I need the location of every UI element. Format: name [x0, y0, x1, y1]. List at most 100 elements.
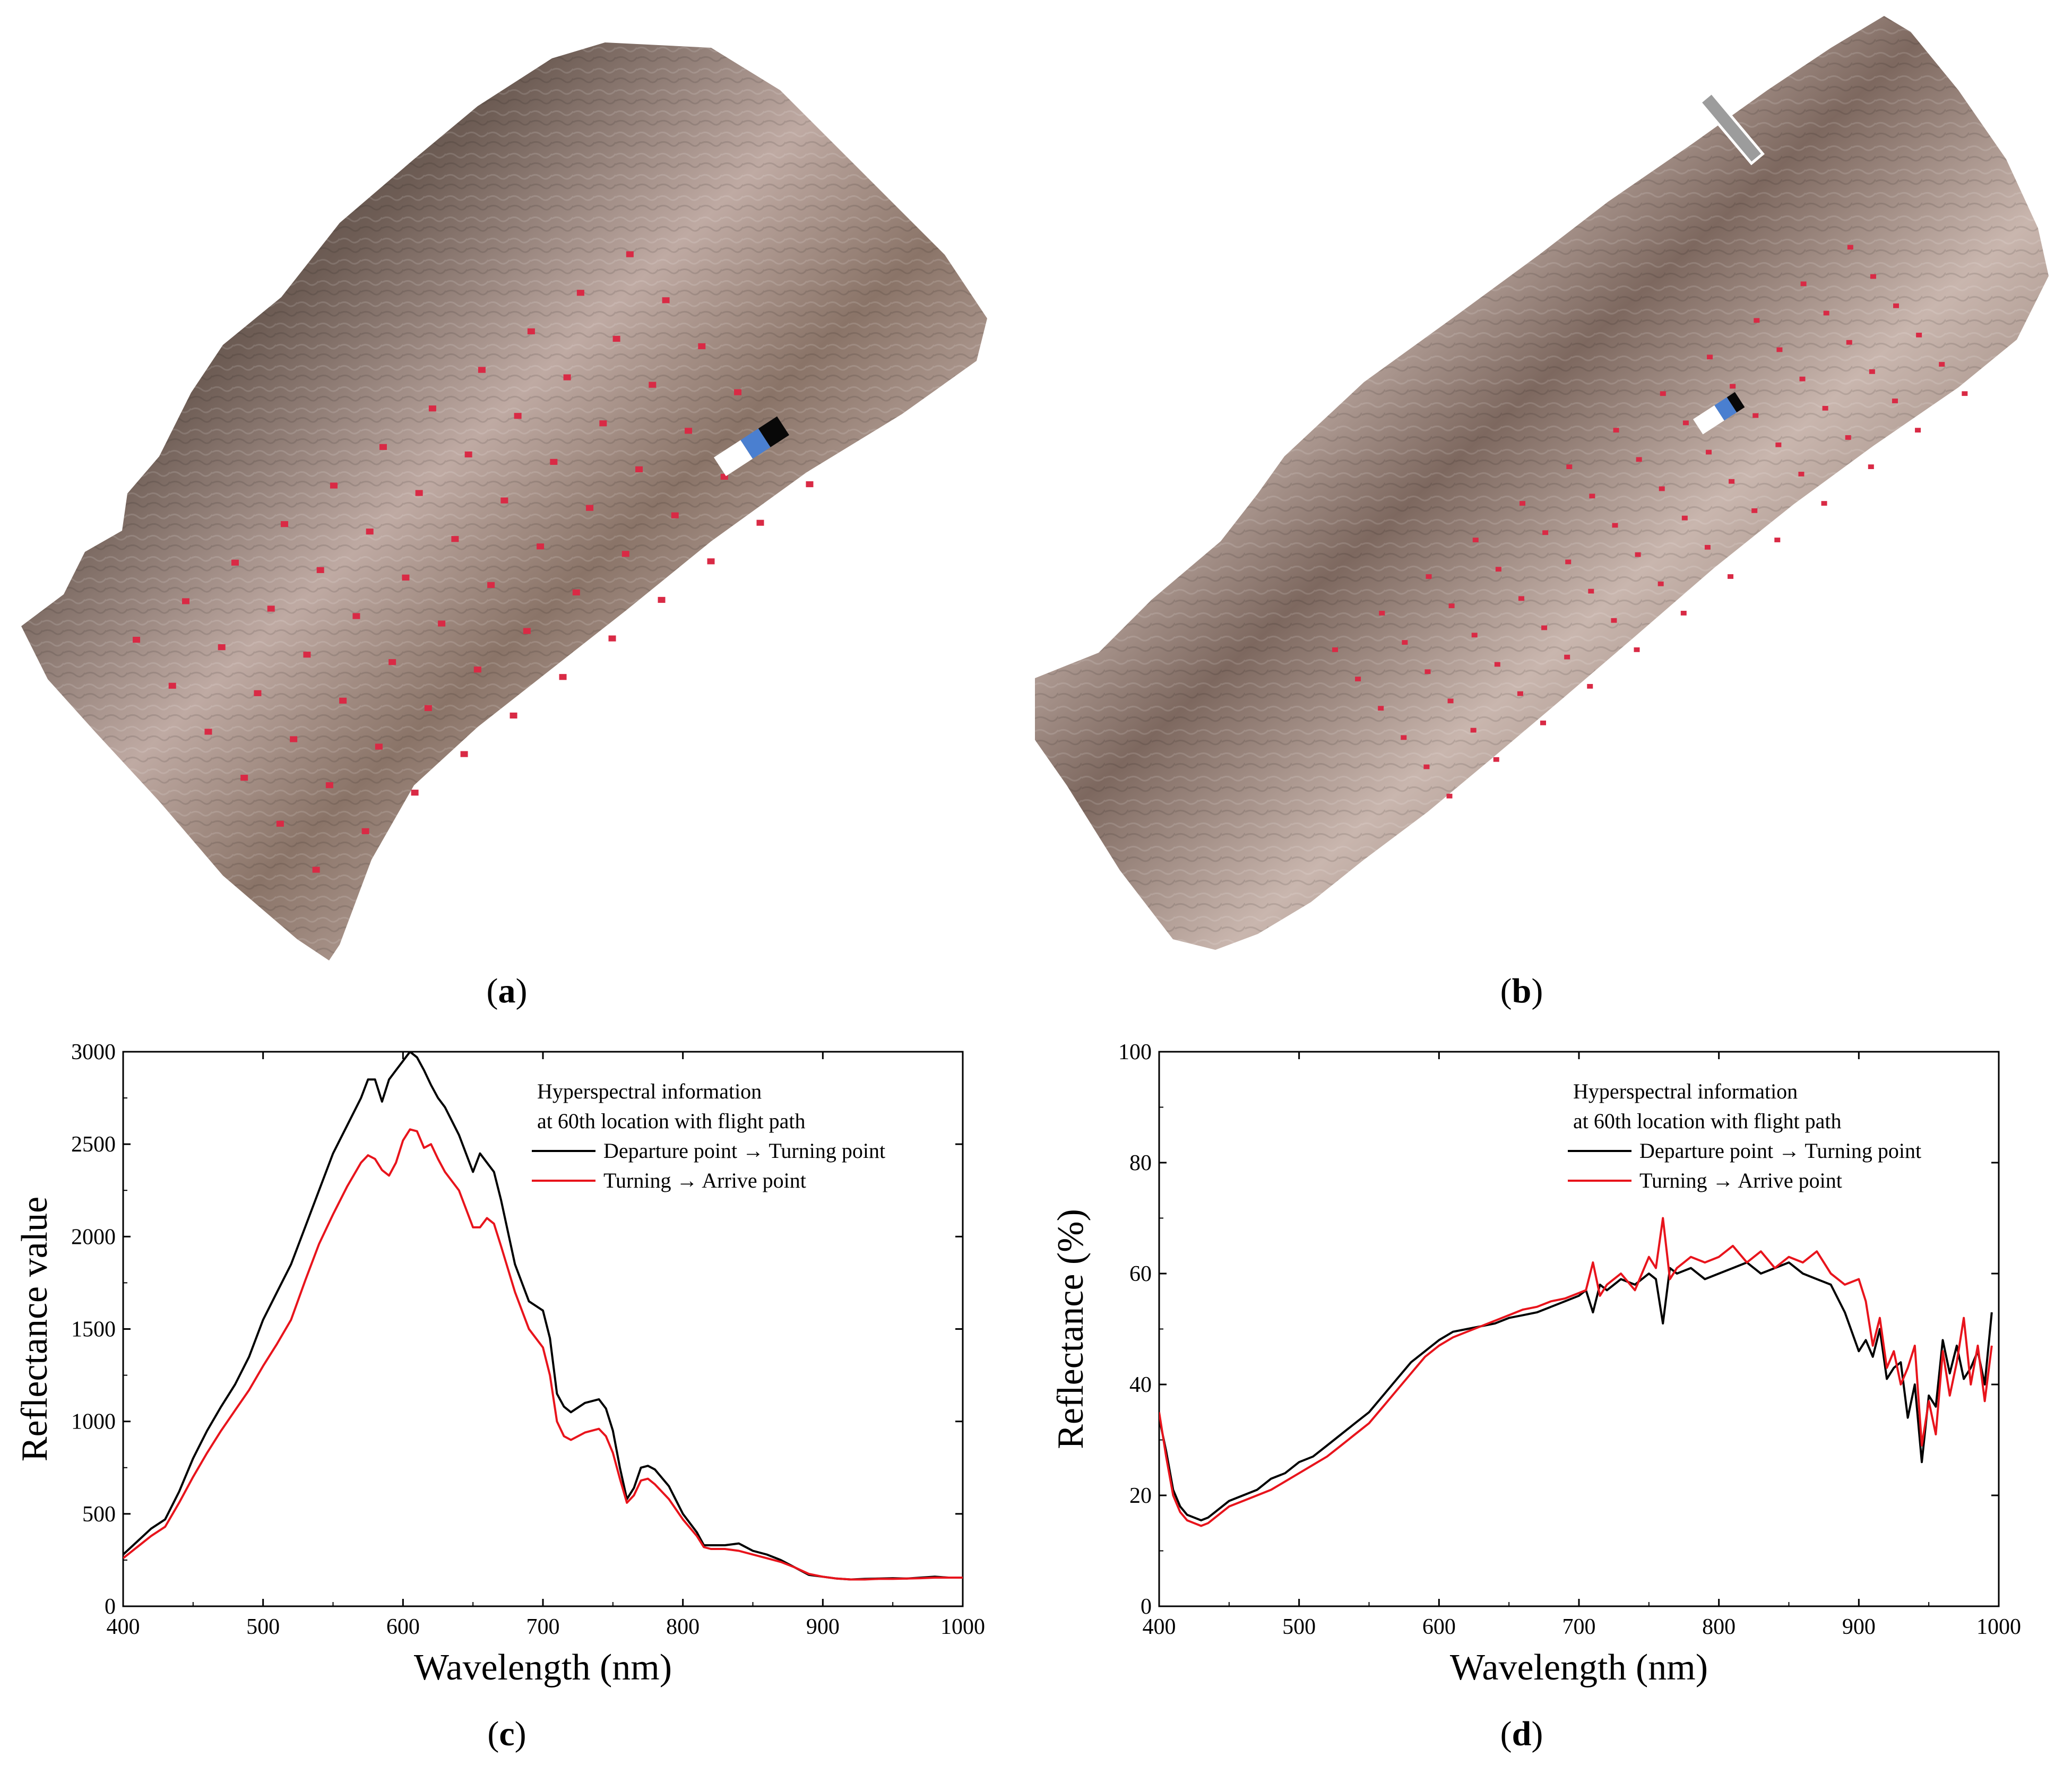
- plot-marker: [806, 481, 814, 488]
- plot-marker: [1868, 464, 1874, 470]
- plot-marker: [1682, 420, 1689, 426]
- plot-marker: [1471, 633, 1478, 638]
- plot-marker: [1707, 354, 1713, 360]
- plot-marker: [1822, 405, 1828, 411]
- plot-marker: [231, 559, 239, 566]
- plot-marker: [1446, 793, 1453, 799]
- plot-marker: [1821, 501, 1827, 506]
- plot-marker: [1893, 303, 1900, 308]
- plot-marker: [649, 382, 657, 388]
- chart-d: 400 500 600 700 800 900 1000 0 20 40 60 80 100 Wavele…: [1050, 1040, 2021, 1688]
- plot-marker: [1870, 274, 1876, 279]
- plot-marker: [1472, 538, 1479, 542]
- plot-marker: [1612, 523, 1618, 528]
- plot-marker: [1752, 413, 1759, 418]
- y-axis-label: Reflectance value: [14, 1197, 55, 1461]
- plot-marker: [1518, 596, 1524, 601]
- plot-marker: [698, 343, 706, 350]
- plot-marker: [438, 620, 446, 627]
- y-tick-label: 0: [1141, 1595, 1152, 1619]
- plot-marker: [1915, 428, 1921, 433]
- x-tick-label: 700: [526, 1615, 560, 1639]
- plot-marker: [316, 567, 324, 573]
- panel-d: 400 500 600 700 800 900 1000 0 20 40 60 80 100 Wavele…: [1036, 1019, 2072, 1763]
- plot-marker: [1565, 559, 1572, 565]
- plot-marker: [1589, 494, 1595, 499]
- plot-marker: [330, 482, 338, 489]
- series-line: [1159, 1217, 1993, 1527]
- plot-marker: [312, 867, 320, 873]
- plot-marker: [1588, 588, 1594, 594]
- plot-marker: [1423, 764, 1430, 769]
- plot-marker: [1494, 662, 1500, 667]
- x-axis-label: Wavelength (nm): [1450, 1647, 1708, 1688]
- legend-entry: Departure point → Turning point: [1639, 1139, 1921, 1163]
- plot-marker: [1892, 399, 1898, 403]
- plot-marker: [756, 520, 764, 526]
- plot-marker: [1355, 677, 1361, 681]
- plot-marker: [1424, 669, 1431, 674]
- plot-marker: [366, 529, 374, 535]
- plot-marker: [1636, 457, 1642, 462]
- plot-marker: [415, 490, 423, 496]
- plot-marker: [523, 628, 531, 634]
- plot-marker: [1542, 530, 1549, 535]
- plot-marker: [635, 466, 643, 473]
- plot-marker: [1495, 567, 1501, 572]
- legend-header: Hyperspectral information: [1573, 1079, 1798, 1103]
- plot-marker: [1447, 698, 1454, 704]
- x-tick-label: 500: [1282, 1615, 1316, 1639]
- x-tick-label: 900: [1842, 1615, 1876, 1639]
- plot-marker: [487, 582, 495, 588]
- plot-marker: [1540, 720, 1546, 725]
- plot-marker: [1611, 618, 1617, 623]
- plot-marker: [1660, 391, 1666, 396]
- plot-marker: [352, 613, 360, 619]
- panel-c: 400 500 600 700 800 900 1000 0 500 1000 1500 2000 25…: [0, 1019, 1036, 1763]
- plot-marker: [1704, 544, 1711, 550]
- plot-marker: [464, 451, 472, 457]
- plot-marker: [375, 743, 383, 750]
- plot-frame: [122, 1051, 964, 1607]
- y-tick-label: 500: [82, 1502, 116, 1527]
- plot-marker: [1800, 281, 1807, 287]
- plot-marker: [563, 374, 571, 380]
- chart-c: 400 500 600 700 800 900 1000 0 500 1000 1500 2000 25…: [14, 1040, 985, 1688]
- plot-marker: [1541, 625, 1548, 630]
- plot-marker: [254, 690, 262, 696]
- x-tick-label: 800: [666, 1615, 700, 1639]
- calibration-panel-b: [1693, 392, 1745, 435]
- y-tick-label: 1500: [71, 1318, 116, 1342]
- plot-marker: [550, 458, 558, 465]
- calibration-panel-a: [714, 416, 789, 477]
- y-tick-label: 2500: [71, 1132, 116, 1157]
- plot-marker: [1378, 706, 1384, 711]
- plot-marker: [460, 751, 468, 757]
- x-tick-label: 500: [246, 1615, 280, 1639]
- plot-marker: [1846, 340, 1852, 345]
- plot-marker: [599, 420, 607, 427]
- plot-marker: [402, 574, 410, 581]
- y-tick-label: 0: [105, 1595, 116, 1619]
- plot-marker: [1823, 310, 1829, 316]
- plot-marker: [424, 705, 432, 711]
- plot-marker: [182, 598, 189, 604]
- plot-marker: [303, 652, 311, 658]
- x-tick-label: 700: [1562, 1615, 1596, 1639]
- plot-marker: [1705, 449, 1712, 455]
- plot-marker: [658, 596, 666, 603]
- x-tick-label: 1000: [940, 1615, 985, 1639]
- plot-marker: [608, 635, 616, 642]
- plot-marker: [510, 712, 517, 719]
- plot-marker: [290, 736, 298, 742]
- plot-marker: [168, 682, 176, 689]
- plot-marker: [473, 666, 481, 673]
- plot-marker: [1379, 611, 1385, 616]
- plot-marker: [527, 328, 535, 335]
- plot-marker: [707, 558, 715, 565]
- plot-marker: [1799, 376, 1806, 382]
- plot-marker: [1939, 362, 1945, 367]
- y-tick-label: 3000: [71, 1040, 116, 1064]
- plot-marker: [1728, 574, 1734, 579]
- y-tick-label: 2000: [71, 1225, 116, 1249]
